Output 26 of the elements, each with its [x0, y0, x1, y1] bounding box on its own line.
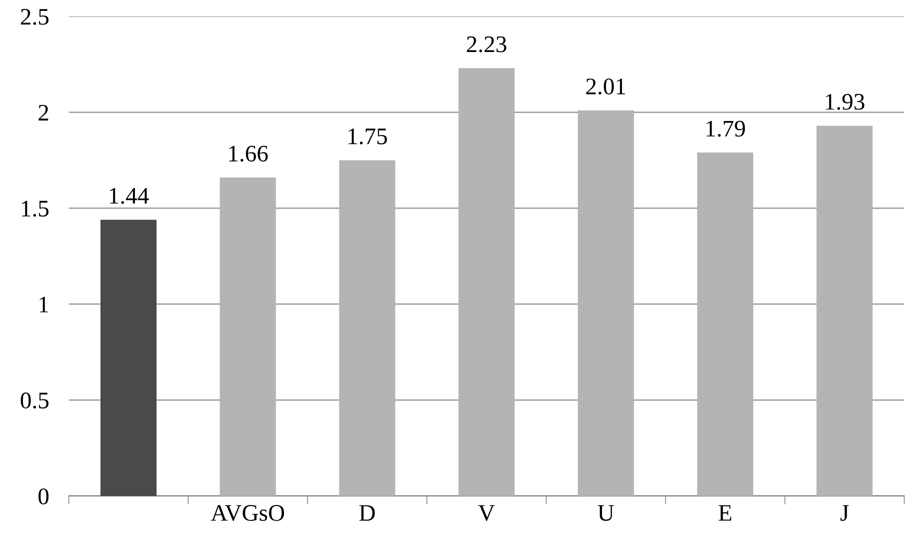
x-tick-label: J — [840, 505, 849, 521]
x-tick-label: E — [718, 505, 732, 521]
x-tick-label: U — [598, 505, 614, 521]
data-label: 1.75 — [348, 128, 387, 144]
y-tick-label: 0 — [38, 488, 49, 504]
y-tick-label: 2 — [38, 104, 48, 120]
data-label: 1.79 — [706, 120, 745, 137]
x-tick-label: V — [478, 505, 495, 522]
bar — [339, 160, 396, 496]
y-tick-label: 2.5 — [20, 8, 48, 25]
bar — [816, 126, 873, 496]
bar — [697, 152, 754, 496]
data-label: 1.93 — [826, 94, 864, 110]
bar — [100, 220, 157, 496]
data-label: 2.23 — [466, 36, 506, 52]
y-tick-label: 1.5 — [22, 200, 48, 217]
x-tick-label: AVGsO — [210, 505, 284, 522]
bar — [220, 177, 276, 496]
y-tick-label: 0.5 — [20, 392, 48, 409]
x-tick-label: D — [359, 505, 375, 521]
y-tick-label: 1 — [40, 296, 48, 312]
data-label: 1.44 — [110, 188, 149, 204]
bar — [458, 68, 515, 496]
data-label: 2.01 — [586, 78, 626, 95]
data-label: 1.66 — [229, 146, 268, 162]
bar — [578, 110, 634, 496]
